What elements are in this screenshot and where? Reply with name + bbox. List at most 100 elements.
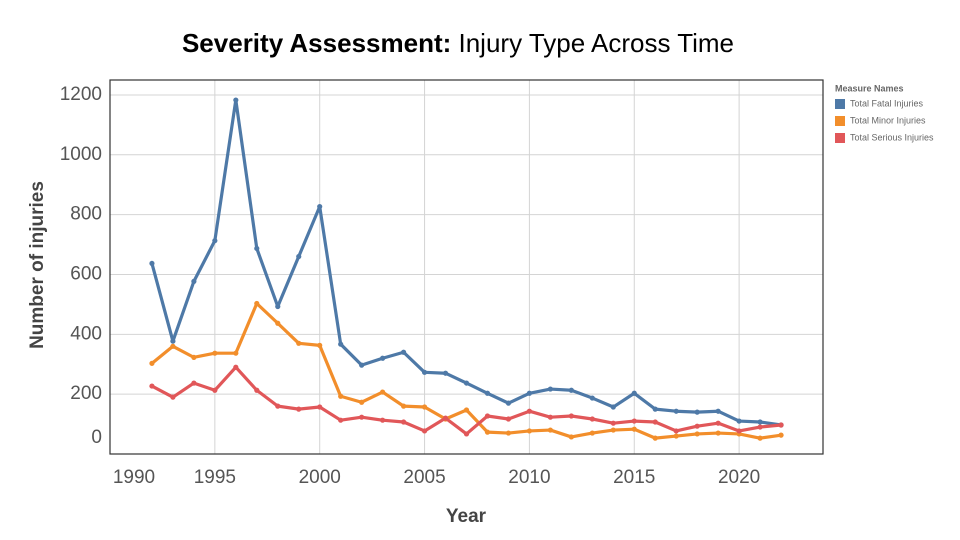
data-point bbox=[610, 427, 616, 433]
data-point bbox=[149, 260, 155, 267]
data-point bbox=[442, 415, 449, 421]
data-point bbox=[484, 413, 491, 419]
title-bold: Severity Assessment: bbox=[182, 28, 451, 58]
series-line bbox=[151, 365, 782, 436]
data-point bbox=[421, 404, 428, 410]
series-line bbox=[150, 301, 782, 440]
data-point bbox=[757, 435, 763, 441]
legend-swatch bbox=[835, 99, 845, 109]
data-point bbox=[526, 390, 533, 396]
data-point bbox=[610, 404, 616, 410]
data-point bbox=[505, 416, 512, 422]
data-point bbox=[757, 424, 763, 430]
y-tick-label: 1000 bbox=[60, 144, 102, 165]
data-point bbox=[317, 342, 323, 348]
y-tick-label: 400 bbox=[70, 323, 102, 344]
data-point bbox=[631, 418, 637, 424]
data-point bbox=[547, 414, 553, 420]
x-tick-label: 1995 bbox=[194, 467, 236, 488]
data-point bbox=[484, 429, 491, 435]
data-point bbox=[296, 253, 302, 260]
x-tick-label: 2000 bbox=[299, 467, 341, 488]
data-point bbox=[380, 389, 386, 395]
data-point bbox=[149, 383, 155, 389]
x-tick-label: 2010 bbox=[508, 467, 550, 488]
data-point bbox=[568, 434, 574, 440]
data-point bbox=[191, 354, 197, 360]
y-tick-label: 1200 bbox=[60, 84, 102, 105]
data-point bbox=[317, 404, 323, 410]
data-point bbox=[400, 419, 407, 425]
x-tick-label: 1990 bbox=[113, 467, 155, 488]
data-point bbox=[526, 408, 533, 414]
x-tick-label: 2005 bbox=[403, 467, 445, 488]
data-point bbox=[212, 387, 218, 393]
data-point bbox=[589, 430, 595, 436]
data-point bbox=[400, 403, 407, 409]
x-tick-label: 2015 bbox=[613, 467, 655, 488]
data-point bbox=[170, 394, 176, 400]
legend-label: Total Serious Injuries bbox=[850, 132, 934, 142]
data-point bbox=[170, 338, 176, 344]
data-point bbox=[421, 428, 428, 434]
y-tick-label: 200 bbox=[70, 383, 102, 404]
data-point bbox=[338, 393, 344, 399]
data-point bbox=[380, 417, 386, 423]
data-point bbox=[421, 369, 428, 375]
data-point bbox=[694, 431, 700, 437]
data-point bbox=[715, 430, 721, 436]
data-point bbox=[736, 428, 742, 434]
x-axis-title: Year bbox=[446, 506, 487, 527]
chart-title: Severity Assessment: Injury Type Across … bbox=[182, 28, 734, 58]
data-point bbox=[191, 380, 197, 386]
data-point bbox=[484, 390, 491, 396]
data-point bbox=[233, 97, 239, 103]
data-point bbox=[359, 399, 365, 405]
legend-title: Measure Names bbox=[835, 83, 904, 93]
data-point bbox=[442, 370, 449, 376]
data-point bbox=[547, 427, 553, 433]
y-axis-title: Number of injuries bbox=[27, 181, 48, 349]
data-point bbox=[149, 360, 155, 366]
data-point bbox=[547, 386, 553, 392]
data-point bbox=[505, 400, 512, 406]
data-point bbox=[275, 320, 281, 326]
data-point bbox=[463, 431, 470, 437]
data-point bbox=[589, 416, 595, 422]
data-point bbox=[715, 420, 721, 426]
data-point bbox=[254, 300, 260, 307]
data-point bbox=[652, 419, 658, 425]
data-point bbox=[673, 428, 679, 434]
data-point bbox=[254, 245, 260, 252]
data-point bbox=[673, 408, 679, 414]
y-tick-label: 800 bbox=[70, 204, 102, 225]
title-rest: Injury Type Across Time bbox=[459, 28, 735, 58]
data-point bbox=[736, 418, 742, 424]
data-point bbox=[568, 413, 574, 419]
data-point bbox=[715, 408, 721, 414]
data-point bbox=[296, 340, 302, 346]
series-line bbox=[150, 98, 782, 427]
data-point bbox=[526, 428, 533, 434]
data-point bbox=[757, 419, 763, 425]
data-point bbox=[694, 423, 700, 429]
data-point bbox=[275, 303, 281, 310]
data-point bbox=[631, 390, 637, 396]
data-point bbox=[631, 426, 637, 432]
legend-label: Total Minor Injuries bbox=[850, 115, 926, 125]
data-point bbox=[505, 430, 512, 436]
data-point bbox=[463, 407, 470, 413]
x-tick-label: 2020 bbox=[718, 467, 760, 488]
data-point bbox=[212, 238, 218, 244]
data-point bbox=[233, 364, 239, 370]
data-point bbox=[778, 432, 784, 438]
legend-swatch bbox=[835, 133, 845, 143]
data-point bbox=[359, 362, 365, 368]
data-point bbox=[317, 203, 323, 210]
y-tick-label: 600 bbox=[70, 263, 102, 284]
data-point bbox=[610, 420, 616, 426]
data-point bbox=[296, 406, 302, 412]
data-point bbox=[694, 409, 700, 415]
data-point bbox=[191, 278, 197, 284]
